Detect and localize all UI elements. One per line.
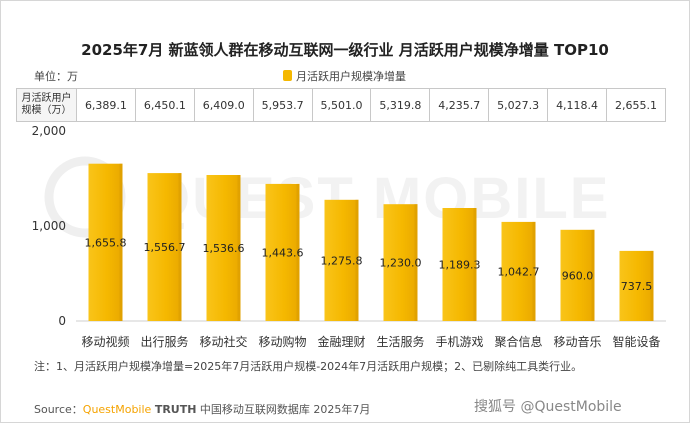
table-cell: 6,409.0 xyxy=(193,88,254,122)
bar-shade xyxy=(414,204,418,321)
category-label: 金融理财 xyxy=(317,335,366,349)
bar-value-label: 1,230.0 xyxy=(380,257,422,270)
bar-shade xyxy=(591,229,595,321)
table-cell: 5,501.0 xyxy=(311,88,372,122)
source-truth: TRUTH xyxy=(154,403,197,416)
bar-value-label: 1,655.8 xyxy=(85,236,127,249)
table-cell: 4,118.4 xyxy=(547,88,608,122)
bar-value-label: 1,275.8 xyxy=(321,254,363,267)
table-cell: 2,655.1 xyxy=(606,88,666,122)
bar xyxy=(560,229,595,321)
table-cell: 6,450.1 xyxy=(134,88,195,122)
category-label: 移动社交 xyxy=(199,335,248,349)
footnote: 注：1、月活跃用户规模净增量=2025年7月活跃用户规模-2024年7月活跃用户… xyxy=(34,360,583,373)
bar-shade xyxy=(355,199,359,321)
legend: 月活跃用户规模净增量 xyxy=(283,68,406,83)
bar-value-label: 1,536.6 xyxy=(203,242,245,255)
y-tick-label: 2,000 xyxy=(31,124,66,138)
table-row: 月活跃用户规模（万） 6,389.1 6,450.1 6,409.0 5,953… xyxy=(16,88,666,122)
table-row-label: 月活跃用户规模（万） xyxy=(16,88,77,122)
bar-shade xyxy=(650,250,654,321)
unit-label: 单位：万 xyxy=(34,70,78,83)
category-label: 移动音乐 xyxy=(553,335,602,349)
bar-value-label: 1,556.7 xyxy=(144,241,186,254)
data-table: 月活跃用户规模（万） 6,389.1 6,450.1 6,409.0 5,953… xyxy=(16,88,666,122)
category-label: 智能设备 xyxy=(612,335,661,349)
category-label: 聚合信息 xyxy=(494,335,543,349)
chart-title: 2025年7月 新蓝领人群在移动互联网一级行业 月活跃用户规模净增量 TOP10 xyxy=(81,41,609,59)
bar xyxy=(383,204,418,321)
source-brand: QuestMobile xyxy=(82,403,152,416)
bar-value-label: 960.0 xyxy=(562,269,594,282)
table-cell: 4,235.7 xyxy=(429,88,490,122)
y-tick-label: 1,000 xyxy=(31,219,66,233)
bar-shade xyxy=(473,208,477,321)
bar xyxy=(265,183,300,321)
table-cell: 5,953.7 xyxy=(252,88,313,122)
bar-value-label: 1,042.7 xyxy=(498,266,540,279)
bar xyxy=(88,163,123,321)
bar xyxy=(619,250,654,321)
bar-shade xyxy=(532,221,536,321)
category-label: 手机游戏 xyxy=(435,335,484,349)
table-cell: 6,389.1 xyxy=(76,88,136,122)
y-tick-label: 0 xyxy=(58,314,66,328)
bar-shade xyxy=(296,183,300,321)
category-label: 生活服务 xyxy=(376,335,425,349)
bar-value-label: 1,443.6 xyxy=(262,246,304,259)
bar-shade xyxy=(237,175,241,321)
bar xyxy=(206,175,241,321)
table-cell: 5,027.3 xyxy=(488,88,549,122)
legend-swatch xyxy=(283,70,292,81)
source-rest: 中国移动互联网数据库 2025年7月 xyxy=(196,403,371,416)
bar-value-label: 737.5 xyxy=(621,280,653,293)
category-label: 出行服务 xyxy=(140,335,189,349)
bar xyxy=(501,221,536,321)
source-prefix: Source： xyxy=(34,403,83,416)
legend-label: 月活跃用户规模净增量 xyxy=(296,69,406,83)
corner-watermark: 搜狐号 @QuestMobile xyxy=(474,399,622,415)
bar xyxy=(324,199,359,321)
category-label: 移动购物 xyxy=(258,335,307,349)
category-label: 移动视频 xyxy=(81,335,130,349)
bar-value-label: 1,189.3 xyxy=(439,259,481,272)
bar-shade xyxy=(178,173,182,321)
bar-shade xyxy=(119,163,123,321)
source-line: Source：QuestMobile TRUTH 中国移动互联网数据库 2025… xyxy=(34,401,370,417)
bar xyxy=(442,208,477,321)
bar xyxy=(147,173,182,321)
